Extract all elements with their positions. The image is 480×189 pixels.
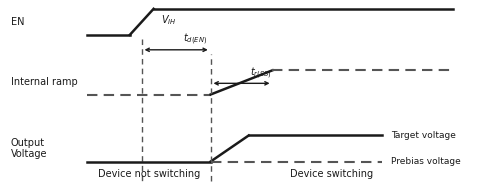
Text: $t_{d(EN)}$: $t_{d(EN)}$ bbox=[183, 32, 207, 47]
Text: $V_{IH}$: $V_{IH}$ bbox=[160, 13, 176, 27]
Text: Prebias voltage: Prebias voltage bbox=[391, 157, 460, 166]
Text: Device switching: Device switching bbox=[290, 169, 372, 179]
Text: Device not switching: Device not switching bbox=[97, 169, 200, 179]
Text: $t_{r(SS)}$: $t_{r(SS)}$ bbox=[249, 66, 271, 81]
Text: Target voltage: Target voltage bbox=[391, 131, 456, 140]
Text: Output
Voltage: Output Voltage bbox=[11, 138, 48, 159]
Text: Internal ramp: Internal ramp bbox=[11, 77, 77, 87]
Text: EN: EN bbox=[11, 17, 24, 27]
